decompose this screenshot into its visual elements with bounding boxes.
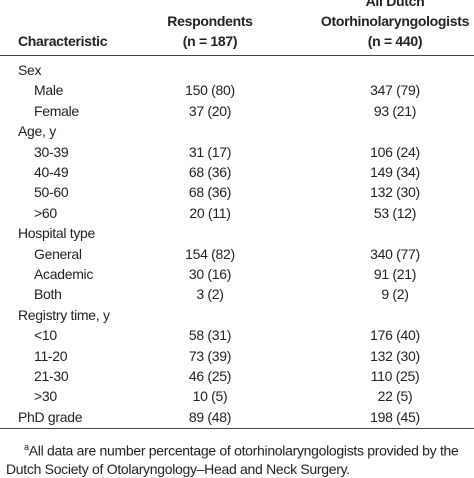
cell: 31 (17) [188, 143, 232, 160]
row-label: General [34, 245, 82, 262]
header-rule [0, 55, 474, 56]
row-label: <10 [34, 327, 57, 344]
section-label: Sex [18, 62, 42, 78]
cell: 73 (39) [188, 347, 232, 364]
section-label: Age, y [18, 123, 56, 140]
cell: 198 (45) [370, 408, 420, 425]
footnote-text: All data are number percentage of otorhi… [6, 442, 459, 477]
cell: 68 (36) [188, 164, 232, 180]
cell: 132 (30) [370, 347, 420, 364]
bottom-rule [0, 428, 474, 429]
header-cell: Otorhinolaryngologists [320, 13, 470, 29]
row-label: Male [34, 82, 64, 99]
row-label: >60 [34, 204, 57, 221]
cell: 30 (16) [188, 266, 232, 282]
cell: 46 (25) [188, 368, 232, 384]
header-cell: Characteristic [18, 33, 108, 49]
row-label: Academic [34, 266, 94, 282]
row-label: >30 [34, 388, 57, 405]
row-label: Both [34, 286, 62, 303]
cell: 3 (2) [196, 286, 224, 303]
cell: 20 (11) [189, 204, 231, 221]
cell: 68 (36) [188, 184, 232, 201]
header-cell: (n = 440) [367, 33, 423, 49]
section-label: Hospital type [18, 225, 96, 242]
cell: 93 (21) [373, 102, 417, 119]
row-label: 40-49 [34, 164, 69, 180]
cell: 53 (12) [373, 204, 417, 221]
cell: 110 (25) [370, 368, 420, 384]
cell: 22 (5) [377, 388, 413, 405]
header-cell: All Dutch [365, 0, 425, 9]
cell: 89 (48) [188, 408, 232, 425]
header-cell: (n = 187) [182, 33, 238, 49]
header-cell: Respondents [167, 13, 253, 29]
cell: 10 (5) [192, 388, 228, 405]
section-label: PhD grade [18, 408, 83, 425]
cell: 150 (80) [185, 82, 235, 99]
row-label: 30-39 [34, 143, 69, 160]
cell: 340 (77) [370, 245, 420, 262]
row-label: 21-30 [34, 368, 69, 384]
cell: 176 (40) [370, 327, 420, 344]
cell: 37 (20) [188, 102, 232, 119]
cell: 91 (21) [373, 266, 417, 282]
cell: 9 (2) [381, 286, 409, 303]
row-label: 11-20 [34, 347, 68, 364]
cell: 149 (34) [370, 164, 420, 180]
section-label: Registry time, y [18, 306, 110, 323]
cell: 132 (30) [370, 184, 420, 201]
footnote-marker: a [24, 442, 29, 452]
row-label: 50-60 [34, 184, 69, 201]
cell: 347 (79) [370, 82, 420, 99]
cell: 58 (31) [188, 327, 232, 344]
cell: 154 (82) [185, 245, 235, 262]
cell: 106 (24) [370, 143, 420, 160]
footnote: aAll data are number percentage of otorh… [6, 438, 474, 478]
row-label: Female [34, 102, 79, 119]
